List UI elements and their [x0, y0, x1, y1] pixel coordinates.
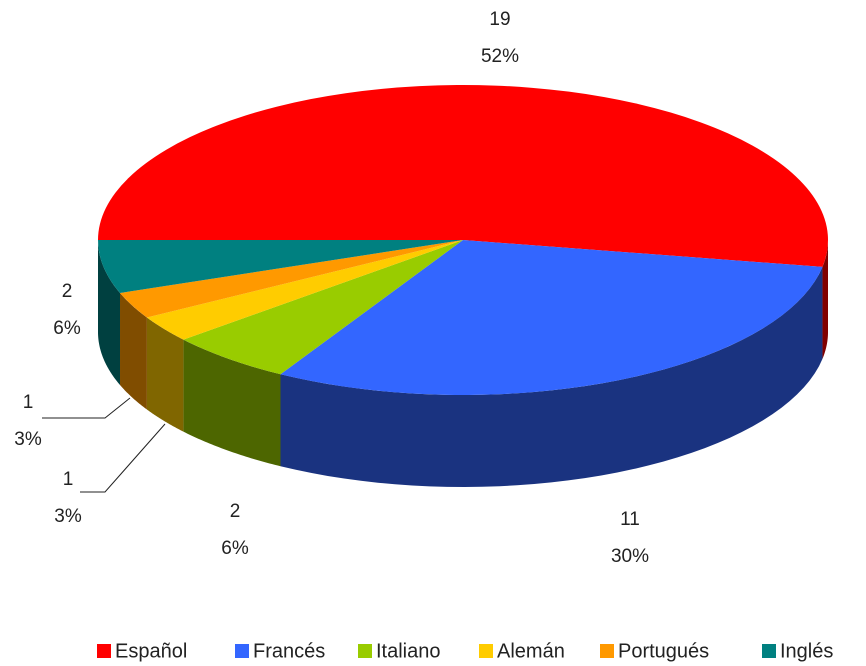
percent-label: 3% — [54, 506, 82, 527]
percent-label: 6% — [221, 538, 249, 559]
slice — [120, 240, 463, 318]
legend-label: Alemán — [497, 640, 565, 662]
slice-side — [183, 339, 281, 467]
legend-swatch — [358, 644, 372, 658]
slice — [183, 240, 463, 375]
data-label: 11 — [620, 509, 640, 530]
slice-side — [120, 293, 147, 410]
legend-swatch — [600, 644, 614, 658]
slice-side — [822, 240, 828, 359]
data-label: 19 — [489, 9, 510, 30]
slice — [146, 240, 463, 340]
legend-swatch — [235, 644, 249, 658]
percent-label: 6% — [53, 318, 81, 339]
legend-label: Francés — [253, 640, 325, 662]
legend-label: Español — [115, 640, 187, 662]
legend-swatch — [762, 644, 776, 658]
slice-side — [98, 240, 121, 386]
percent-label: 52% — [481, 46, 519, 67]
leader-line — [42, 397, 131, 419]
percent-label: 3% — [14, 429, 42, 450]
slice — [98, 84, 829, 267]
slice — [98, 240, 463, 294]
slice-side — [146, 317, 184, 432]
data-label: 2 — [62, 281, 73, 302]
data-label: 1 — [63, 469, 74, 490]
data-label: 2 — [230, 501, 241, 522]
legend-label: Inglés — [780, 640, 833, 662]
legend-swatch — [97, 644, 111, 658]
percent-label: 30% — [611, 546, 649, 567]
data-label: 1 — [23, 392, 34, 413]
legend-label: Portugués — [618, 640, 709, 662]
legend-swatch — [479, 644, 493, 658]
leader-line — [80, 423, 166, 493]
slice-side — [280, 266, 823, 487]
legend-label: Italiano — [376, 640, 441, 662]
slice — [280, 240, 823, 395]
